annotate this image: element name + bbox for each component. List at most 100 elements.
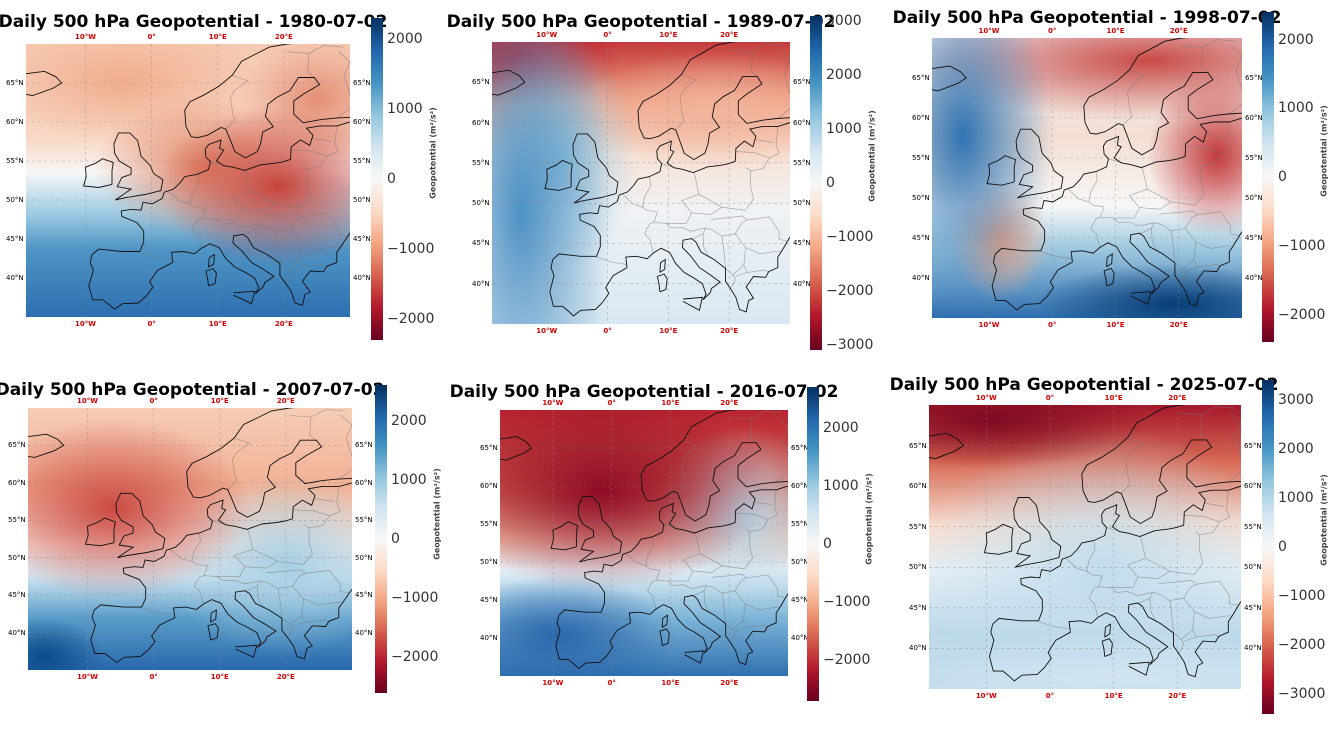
- country-border: [217, 528, 254, 577]
- country-border: [215, 169, 252, 220]
- coastline: [210, 609, 217, 623]
- longitude-tick-label: 0°: [603, 327, 612, 335]
- country-border: [656, 579, 693, 589]
- country-border: [626, 553, 661, 610]
- country-border: [1201, 47, 1208, 73]
- country-border: [1228, 412, 1241, 483]
- latitude-tick-label: 60°N: [1245, 114, 1263, 122]
- country-border: [705, 215, 748, 237]
- country-border: [242, 223, 259, 236]
- latitude-tick-label: 50°N: [1245, 194, 1263, 202]
- country-border: [312, 138, 333, 142]
- latitude-tick-label: 50°N: [480, 558, 498, 566]
- colorbar-tick-label: 0: [1278, 539, 1287, 555]
- country-border: [170, 549, 209, 605]
- colorbar-tick-label: 1000: [826, 121, 862, 138]
- country-border: [692, 565, 723, 573]
- colorbar-tick-label: 1000: [1278, 489, 1314, 506]
- country-border: [275, 231, 281, 264]
- country-border: [307, 53, 315, 78]
- latitude-tick-label: 55°N: [480, 520, 498, 528]
- colorbar-tick-label: −1000: [387, 241, 435, 257]
- latitude-tick-label: 60°N: [480, 482, 498, 490]
- country-border: [1229, 44, 1242, 115]
- coastline: [1101, 638, 1113, 657]
- panel-title: Daily 500 hPa Geopotential - 1998-07-02: [892, 8, 1282, 28]
- latitude-tick-label: 50°N: [793, 199, 811, 208]
- coastline: [986, 155, 1017, 186]
- latitude-tick-label: 50°N: [8, 553, 26, 562]
- country-border: [1183, 636, 1197, 642]
- colorbar-label: Geopotential (m²/s²): [428, 107, 438, 199]
- coastline: [90, 588, 352, 664]
- country-border: [732, 43, 784, 53]
- colorbar-tick-label: 2000: [826, 67, 862, 84]
- country-border: [743, 247, 770, 274]
- country-border: [1088, 171, 1098, 203]
- country-border: [203, 575, 245, 585]
- panel-title: Daily 500 hPa Geopotential - 1989-07-02: [446, 12, 836, 32]
- colorbar: [807, 387, 819, 701]
- country-border: [291, 149, 328, 157]
- coastline: [552, 122, 790, 260]
- country-border: [1111, 535, 1146, 588]
- country-border: [735, 233, 782, 255]
- latitude-tick-label: 40°N: [6, 274, 24, 282]
- coastline: [659, 628, 670, 647]
- coastline: [1103, 267, 1115, 287]
- country-border: [703, 590, 715, 616]
- colorbar-tick-label: −1000: [1278, 237, 1326, 254]
- latitude-tick-label: 55°N: [791, 520, 809, 528]
- colorbar-tick-label: −2000: [1278, 637, 1326, 654]
- country-border: [242, 203, 277, 212]
- map-overlay: [929, 405, 1241, 689]
- coastline: [115, 492, 166, 559]
- latitude-tick-label: 50°N: [472, 199, 490, 208]
- colorbar-tick-label: 2000: [391, 412, 427, 429]
- colorbar-tick-label: −2000: [823, 652, 871, 669]
- country-border: [725, 623, 736, 643]
- longitude-tick-label: 0°: [607, 399, 616, 407]
- map-overlay: [492, 42, 790, 324]
- country-border: [668, 532, 701, 582]
- country-border: [1192, 611, 1220, 639]
- latitude-tick-label: 55°N: [912, 154, 930, 162]
- country-border: [257, 586, 270, 611]
- country-border: [1170, 230, 1176, 263]
- colorbar-tick-label: 1000: [1278, 100, 1314, 117]
- country-border: [1180, 629, 1193, 640]
- country-border: [755, 501, 773, 506]
- latitude-tick-label: 65°N: [912, 74, 930, 82]
- latitude-tick-label: 50°N: [912, 194, 930, 202]
- colorbar: [810, 16, 822, 350]
- geopotential-field-map: [932, 38, 1242, 318]
- country-border: [735, 513, 769, 520]
- country-border: [1139, 201, 1172, 210]
- longitude-tick-label: 10°E: [210, 397, 229, 405]
- country-border: [258, 212, 304, 233]
- country-border: [777, 49, 790, 119]
- coastline: [1084, 71, 1242, 156]
- country-border: [1065, 558, 1103, 618]
- coastline: [640, 410, 738, 491]
- coastline: [84, 517, 116, 547]
- longitude-tick-label: 20°E: [720, 327, 739, 335]
- country-border: [1185, 266, 1198, 272]
- country-border: [755, 139, 774, 143]
- coastline: [208, 253, 215, 268]
- coastline: [544, 159, 573, 191]
- latitude-tick-label: 55°N: [1245, 154, 1263, 162]
- country-border: [734, 590, 780, 611]
- country-border: [244, 580, 261, 592]
- longitude-tick-label: 20°E: [274, 320, 293, 328]
- coastline: [235, 644, 258, 658]
- country-border: [287, 259, 300, 270]
- coastline: [91, 121, 350, 255]
- latitude-tick-label: 60°N: [912, 114, 930, 122]
- country-border: [1184, 228, 1234, 249]
- country-border: [191, 532, 201, 562]
- longitude-tick-label: 10°E: [210, 673, 229, 681]
- latitude-tick-label: 50°N: [909, 563, 927, 572]
- latitude-tick-label: 45°N: [472, 239, 490, 248]
- colorbar-tick-label: 0: [823, 536, 832, 552]
